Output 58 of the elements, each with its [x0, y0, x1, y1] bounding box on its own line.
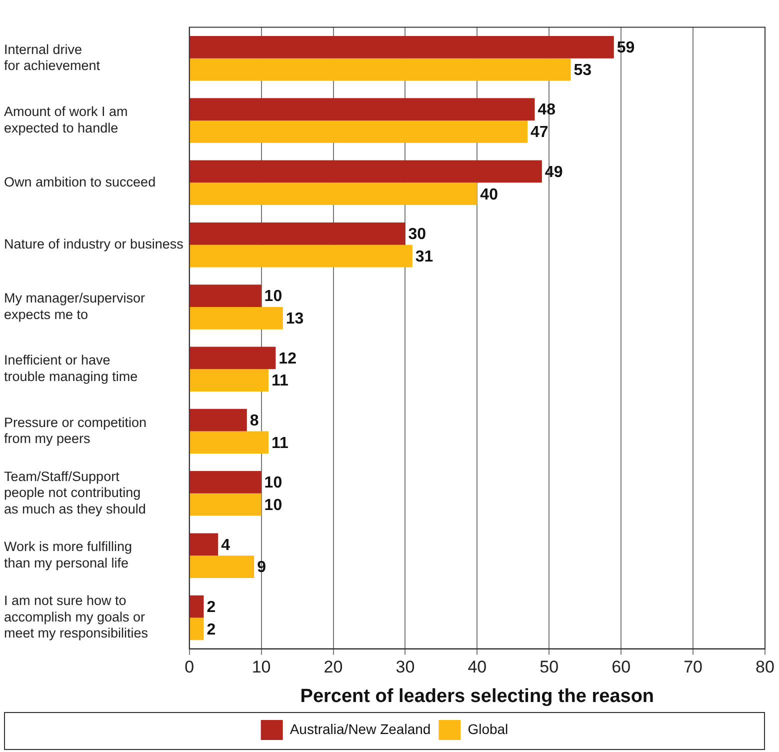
data-label: 10: [264, 497, 282, 514]
y-tick-label: Internal drive for achievement: [4, 42, 100, 74]
data-label: 10: [264, 288, 282, 306]
legend-label: Australia/New Zealand: [290, 720, 431, 737]
data-label: 40: [480, 186, 498, 204]
x-tick-label: 60: [612, 658, 631, 677]
bar: [190, 556, 254, 578]
data-label: 2: [206, 598, 216, 616]
bar: [190, 306, 283, 330]
data-label: 2: [206, 621, 216, 638]
x-tick-label: 40: [468, 658, 487, 677]
data-label: 13: [286, 310, 304, 328]
bar: [190, 284, 262, 307]
x-tick-label: 70: [684, 658, 703, 677]
bar: [190, 58, 571, 81]
y-tick-label: Own ambition to succeed: [4, 174, 156, 190]
data-label: 12: [278, 350, 297, 368]
data-label: 11: [271, 434, 289, 452]
x-tick-label: 50: [540, 658, 559, 677]
bar: [190, 120, 528, 143]
bar: [190, 160, 542, 183]
bar: [190, 346, 276, 370]
x-axis-title: Percent of leaders selecting the reason: [300, 686, 654, 707]
bar: [190, 36, 614, 58]
bar: [190, 222, 406, 245]
bar: [190, 408, 247, 432]
bar: [190, 182, 478, 206]
bar: [190, 595, 204, 618]
data-label: 10: [264, 474, 282, 492]
data-label: 8: [250, 412, 259, 430]
x-tick-label: 0: [184, 658, 194, 677]
data-label: 4: [221, 536, 230, 554]
y-tick-label: I am not sure how to accomplish my goals or meet my responsibilities: [4, 593, 148, 641]
data-label: 30: [408, 226, 426, 244]
legend-label: Global: [468, 720, 508, 737]
bar: [190, 618, 204, 640]
x-tick-label: 20: [324, 658, 343, 677]
bar: [190, 431, 268, 454]
y-tick-label: Work is more fulfilling than my personal life: [4, 539, 132, 570]
y-tick-label: Amount of work I am expected to handle: [4, 104, 128, 136]
x-tick-label: 10: [252, 658, 271, 677]
data-label: 53: [574, 62, 592, 79]
data-label: 47: [530, 124, 548, 142]
bar: [190, 493, 262, 516]
y-tick-label: Nature of industry or business: [4, 236, 184, 252]
bar: [190, 369, 268, 392]
y-tick-label: Inefficient or have trouble managing time: [4, 352, 138, 384]
x-tick-label: 30: [396, 658, 415, 677]
y-tick-label: Pressure or competition from my peers: [4, 414, 147, 446]
bar: [190, 98, 535, 121]
x-tick-label: 80: [756, 658, 774, 677]
bar: [190, 471, 262, 494]
bar: [190, 244, 412, 268]
y-tick-label: My manager/supervisor expects me to: [4, 290, 146, 322]
bar: [190, 533, 218, 556]
data-label: 31: [415, 248, 434, 266]
y-tick-label: Team/Staff/Support people not contributing as much as they should: [4, 468, 146, 516]
data-label: 11: [271, 372, 289, 390]
